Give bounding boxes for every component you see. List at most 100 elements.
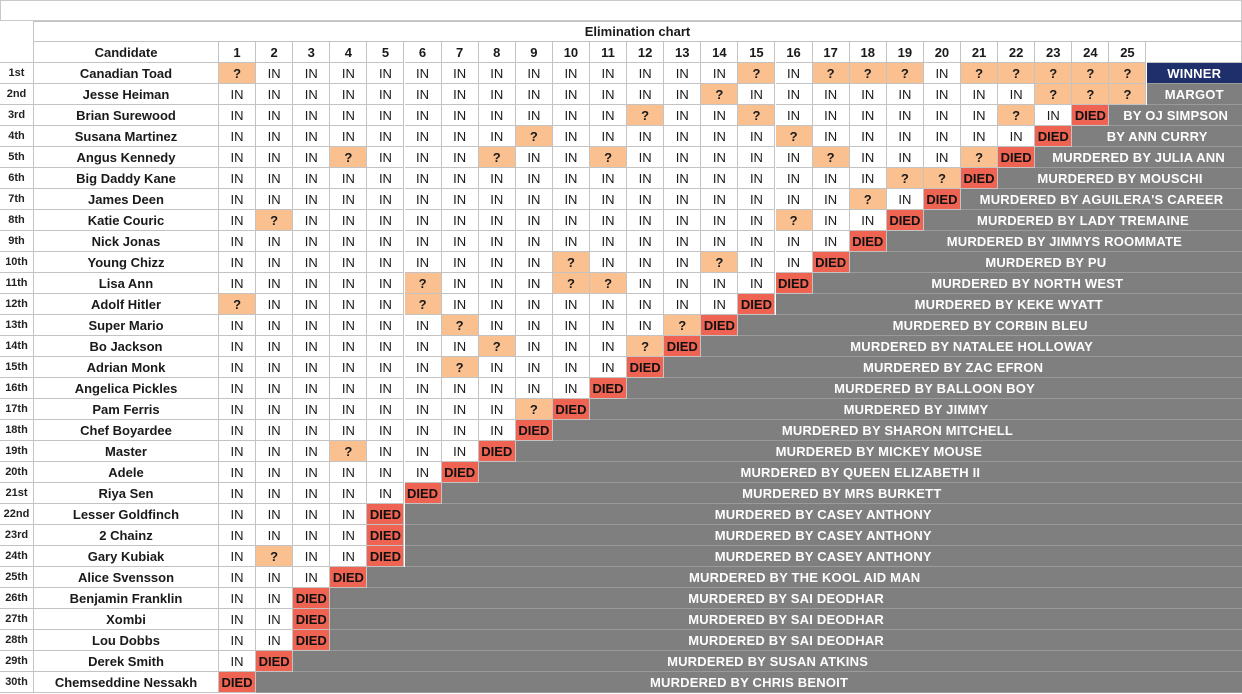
result-cell: IN — [219, 84, 257, 105]
result-cell: ? — [404, 273, 442, 294]
result-cell: IN — [515, 189, 553, 210]
result-cell: IN — [219, 378, 257, 399]
result-cell: IN — [590, 294, 628, 315]
fate-cell: MURDERED BY CASEY ANTHONY — [404, 525, 1242, 546]
result-cell: IN — [441, 63, 479, 84]
fate-cell: MURDERED BY KEKE WYATT — [775, 294, 1242, 315]
result-cell: IN — [738, 189, 776, 210]
result-cell: IN — [664, 231, 702, 252]
result-cell: IN — [293, 336, 331, 357]
result-cell: IN — [664, 63, 702, 84]
result-cell: IN — [219, 630, 257, 651]
result-cell: IN — [998, 126, 1036, 147]
candidate-name: Chemseddine Nessakh — [34, 672, 219, 693]
result-cell: ? — [1109, 84, 1147, 105]
result-cell: IN — [256, 504, 294, 525]
candidate-name: Bo Jackson — [34, 336, 219, 357]
result-cell: IN — [775, 147, 813, 168]
fate-cell: MURDERED BY CASEY ANTHONY — [404, 504, 1242, 525]
result-cell: IN — [552, 189, 590, 210]
result-cell: IN — [515, 210, 553, 231]
result-cell: IN — [367, 252, 405, 273]
result-cell: IN — [330, 63, 368, 84]
result-cell: IN — [441, 420, 479, 441]
result-cell: DIED — [256, 651, 294, 672]
fate-cell: MURDERED BY JIMMY — [590, 399, 1242, 420]
rank-cell: 16th — [0, 378, 34, 399]
result-cell: IN — [775, 231, 813, 252]
fate-cell: MURDERED BY BALLOON BOY — [627, 378, 1242, 399]
result-cell: IN — [961, 126, 999, 147]
rank-cell: 29th — [0, 651, 34, 672]
result-cell: IN — [701, 231, 739, 252]
result-cell: IN — [961, 105, 999, 126]
result-cell: IN — [701, 273, 739, 294]
result-cell: IN — [552, 63, 590, 84]
rank-cell: 25th — [0, 567, 34, 588]
result-cell: ? — [1072, 84, 1110, 105]
result-cell: IN — [478, 420, 516, 441]
result-cell: IN — [515, 147, 553, 168]
result-cell: IN — [219, 336, 257, 357]
result-cell: IN — [404, 147, 442, 168]
week-header-8: 8 — [478, 42, 516, 63]
result-cell: IN — [923, 126, 961, 147]
result-cell: IN — [256, 630, 294, 651]
result-cell: IN — [627, 84, 665, 105]
result-cell: IN — [664, 189, 702, 210]
result-cell: IN — [404, 252, 442, 273]
result-cell: IN — [552, 231, 590, 252]
result-cell: DIED — [552, 399, 590, 420]
result-cell: ? — [886, 63, 924, 84]
result-cell: IN — [256, 588, 294, 609]
result-cell: IN — [627, 294, 665, 315]
result-cell: IN — [293, 441, 331, 462]
result-cell: IN — [478, 315, 516, 336]
result-cell: ? — [478, 147, 516, 168]
result-cell: IN — [256, 84, 294, 105]
result-cell: ? — [961, 147, 999, 168]
result-cell: IN — [404, 126, 442, 147]
result-cell: IN — [849, 84, 887, 105]
result-cell: IN — [367, 336, 405, 357]
result-cell: IN — [293, 399, 331, 420]
result-cell: IN — [478, 294, 516, 315]
result-cell: IN — [293, 210, 331, 231]
result-cell: IN — [330, 294, 368, 315]
result-cell: IN — [293, 168, 331, 189]
fate-cell: MURDERED BY SUSAN ATKINS — [293, 651, 1242, 672]
rank-cell: 23rd — [0, 525, 34, 546]
formula-bar[interactable] — [0, 0, 1242, 21]
result-cell: IN — [330, 105, 368, 126]
result-cell: ? — [219, 63, 257, 84]
result-cell: DIED — [923, 189, 961, 210]
result-cell: IN — [775, 189, 813, 210]
result-cell: IN — [293, 273, 331, 294]
result-cell: DIED — [478, 441, 516, 462]
result-cell: IN — [627, 210, 665, 231]
result-cell: IN — [590, 105, 628, 126]
result-cell: IN — [219, 567, 257, 588]
result-cell: IN — [256, 126, 294, 147]
result-cell: ? — [775, 126, 813, 147]
rank-cell: 7th — [0, 189, 34, 210]
result-cell: DIED — [590, 378, 628, 399]
result-cell: IN — [886, 147, 924, 168]
corner-cell[interactable] — [0, 21, 34, 63]
result-cell: IN — [293, 567, 331, 588]
fate-cell: MURDERED BY LADY TREMAINE — [923, 210, 1242, 231]
blank-header — [1146, 42, 1242, 63]
result-cell: IN — [515, 63, 553, 84]
result-cell: IN — [256, 294, 294, 315]
result-cell: IN — [701, 189, 739, 210]
result-cell: DIED — [293, 630, 331, 651]
result-cell: IN — [478, 189, 516, 210]
result-cell: IN — [256, 420, 294, 441]
result-cell: IN — [664, 210, 702, 231]
result-cell: IN — [886, 189, 924, 210]
result-cell: IN — [219, 147, 257, 168]
candidate-name: Alice Svensson — [34, 567, 219, 588]
result-cell: IN — [701, 63, 739, 84]
result-cell: IN — [330, 84, 368, 105]
